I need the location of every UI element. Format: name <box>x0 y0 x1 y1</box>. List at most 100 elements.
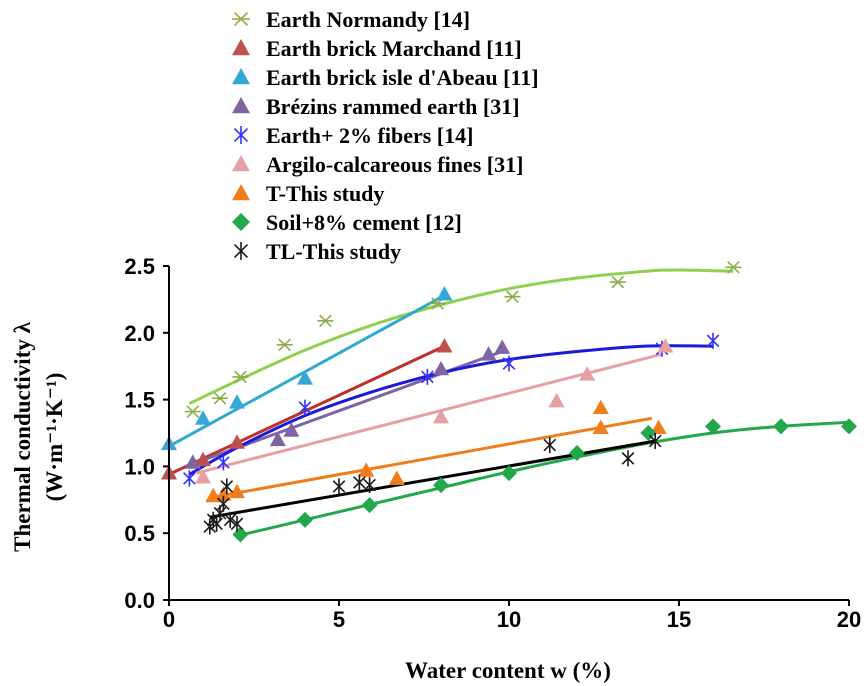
legend-item: T-This study <box>232 181 384 206</box>
legend-item: Brézins rammed earth [31] <box>232 94 520 119</box>
data-point-triangle <box>650 419 667 435</box>
data-point-diamond <box>841 418 857 435</box>
y-tick-label: 0.5 <box>124 521 155 546</box>
legend-item: Soil+8% cement [12] <box>232 210 462 235</box>
y-axis-title: Thermal conductivity λ <box>10 321 35 551</box>
data-point-triangle <box>592 399 609 415</box>
data-point-triangle <box>358 462 375 477</box>
data-point-asterisk-x <box>504 290 521 304</box>
data-point-triangle <box>229 434 245 449</box>
data-point-diamond <box>705 418 721 435</box>
series-points <box>183 332 720 487</box>
data-point-triangle <box>548 392 565 408</box>
data-point-triangle <box>232 155 250 172</box>
data-point-diamond <box>232 213 250 231</box>
fit-line <box>212 416 653 499</box>
y-tick-label: 2.5 <box>124 254 155 279</box>
legend-label: Brézins rammed earth [31] <box>266 94 520 119</box>
legend-label: Earth brick Marchand [11] <box>266 36 522 61</box>
data-point-diamond <box>569 445 585 462</box>
x-tick-label: 15 <box>667 607 691 632</box>
series-points <box>205 399 667 503</box>
data-point-asterisk <box>217 454 230 471</box>
data-point-triangle <box>232 39 250 56</box>
y-axis-units: (W·m⁻¹·K⁻¹) <box>42 373 67 502</box>
data-point-triangle <box>195 410 211 425</box>
data-point-triangle <box>297 370 313 385</box>
x-tick-label: 20 <box>837 607 861 632</box>
data-point-asterisk <box>298 399 312 416</box>
x-axis-title: Water content w (%) <box>405 658 611 683</box>
data-point-diamond <box>297 511 313 528</box>
x-tick-label: 0 <box>163 607 175 632</box>
data-point-asterisk-x <box>609 275 626 289</box>
data-point-asterisk-x <box>317 314 334 328</box>
data-point-triangle <box>215 486 232 501</box>
y-tick-label: 1.5 <box>124 388 155 413</box>
legend-item: TL-This study <box>233 239 401 264</box>
data-point-asterisk <box>421 368 434 385</box>
legend-label: Soil+8% cement [12] <box>266 210 462 235</box>
data-point-triangle <box>283 422 300 437</box>
series-points <box>184 261 742 418</box>
x-axis-ticks: 0 5 10 15 20 <box>163 600 861 632</box>
data-point-asterisk-x <box>212 391 228 405</box>
legend-label: TL-This study <box>266 239 401 264</box>
legend-label: Argilo-calcareous fines [31] <box>266 152 523 177</box>
data-point-asterisk <box>230 515 244 532</box>
data-point-triangle <box>232 97 250 114</box>
legend-item: Earth brick isle d'Abeau [11] <box>232 65 539 90</box>
data-point-asterisk <box>502 355 516 372</box>
x-tick-label: 10 <box>497 607 521 632</box>
data-point-asterisk <box>706 332 720 349</box>
data-point-diamond <box>640 425 657 441</box>
fit-line <box>236 420 850 538</box>
data-point-triangle <box>494 339 511 354</box>
data-point-triangle <box>592 419 609 435</box>
legend: Earth Normandy [14] Earth brick Marchand … <box>232 7 539 264</box>
y-tick-label: 1.0 <box>124 454 155 479</box>
data-point-asterisk-x <box>725 261 742 274</box>
data-point-asterisk <box>648 433 662 450</box>
data-point-triangle <box>433 408 449 424</box>
data-point-asterisk <box>233 242 249 260</box>
data-point-triangle <box>195 451 211 467</box>
legend-item: Earth+ 2% fibers [14] <box>233 123 473 148</box>
x-tick-label: 5 <box>333 607 345 632</box>
y-axis-ticks: 0.0 0.5 1.0 1.5 2.0 2.5 <box>124 254 169 613</box>
data-point-triangle <box>436 286 453 301</box>
legend-label: Earth Normandy [14] <box>266 7 470 32</box>
data-point-triangle <box>232 184 250 201</box>
data-point-asterisk-x <box>276 338 293 352</box>
fit-line <box>168 294 446 448</box>
data-point-triangle <box>388 470 405 485</box>
data-point-asterisk <box>332 478 346 495</box>
data-point-diamond <box>361 497 378 514</box>
data-point-asterisk <box>363 477 376 494</box>
legend-item: Earth Normandy [14] <box>232 7 470 32</box>
data-point-diamond <box>232 526 249 543</box>
series-points <box>203 433 662 535</box>
data-point-asterisk-x <box>184 405 201 418</box>
fit-line <box>188 268 734 405</box>
data-point-triangle <box>232 68 250 85</box>
data-point-triangle <box>229 394 245 409</box>
data-point-asterisk <box>217 495 230 512</box>
fit-lines <box>168 268 850 538</box>
data-point-triangle <box>184 454 201 469</box>
axes: 0 5 10 15 20 0.0 0.5 1.0 1.5 2.0 2.5 Water conten… <box>10 254 861 683</box>
series-points <box>184 339 511 469</box>
y-tick-label: 2.0 <box>124 321 155 346</box>
data-points <box>161 261 857 543</box>
data-point-asterisk <box>233 126 249 144</box>
legend-label: T-This study <box>266 181 384 206</box>
data-point-asterisk <box>621 450 635 467</box>
data-point-triangle <box>269 431 286 447</box>
data-point-diamond <box>433 477 449 494</box>
data-point-asterisk <box>543 437 557 454</box>
data-point-asterisk-x <box>232 11 250 27</box>
data-point-asterisk <box>183 470 196 487</box>
data-point-asterisk <box>220 478 234 495</box>
data-point-triangle <box>229 483 245 499</box>
